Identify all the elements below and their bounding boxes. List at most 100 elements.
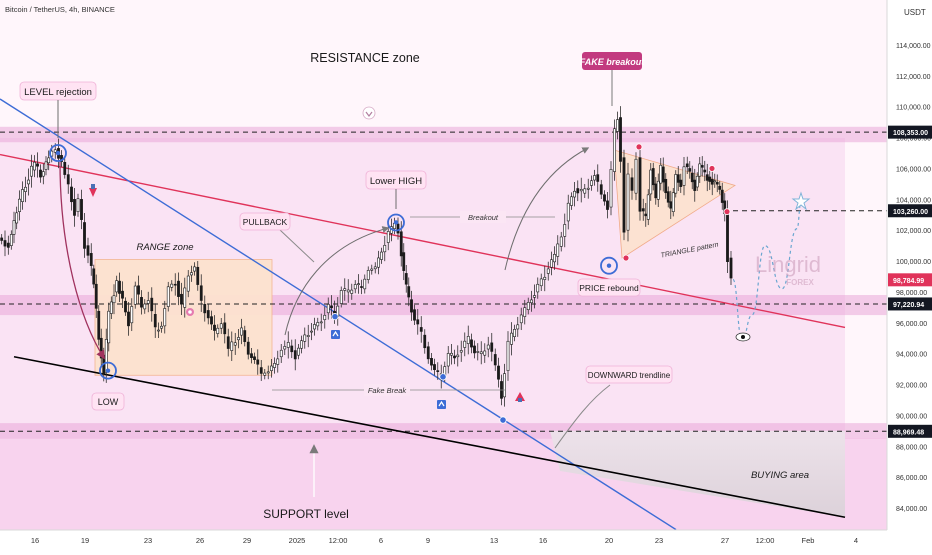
candle-up	[343, 288, 347, 291]
candle-up	[21, 189, 24, 202]
lower-high-callout: Lower HIGH	[365, 170, 427, 209]
y-tick-label: 108,000.00	[896, 136, 931, 143]
candle-down	[86, 245, 90, 256]
candle-up	[563, 224, 567, 237]
candle-down	[413, 309, 416, 321]
candle-down	[497, 365, 500, 380]
candle-down	[206, 310, 210, 319]
candle-down	[664, 178, 668, 194]
candle-up	[530, 299, 533, 304]
dot-red-3-marker	[708, 165, 716, 172]
candle-up	[634, 158, 638, 194]
time-axis-panel[interactable]	[0, 530, 887, 550]
level-rejection-callout: LEVEL rejection	[19, 81, 97, 138]
candle-down	[407, 286, 411, 298]
candle-down	[596, 174, 600, 182]
breakout-label-group: Breakout	[410, 211, 555, 223]
candle-up	[456, 354, 460, 358]
x-tick-label: 27	[721, 536, 729, 545]
candle-down	[644, 213, 648, 217]
candle-up	[616, 119, 619, 132]
candle-up	[115, 280, 119, 293]
candle-up	[363, 278, 367, 290]
candle-up	[76, 198, 80, 212]
candle-down	[196, 266, 200, 285]
candle-up	[573, 190, 576, 198]
x-tick-label: 6	[379, 536, 383, 545]
candle-up	[566, 202, 570, 222]
candle-down	[404, 273, 408, 285]
candle-down	[3, 240, 7, 247]
star-icon	[791, 191, 811, 211]
watermark-brand: Lingrid	[755, 252, 821, 277]
candle-down	[679, 179, 683, 187]
candle-down	[0, 237, 4, 241]
candle-down	[210, 316, 213, 325]
lower-high-ring-marker	[387, 213, 405, 232]
candle-down	[473, 345, 476, 354]
y-tick-label: 94,000.00	[896, 352, 927, 359]
candle-up	[539, 278, 543, 287]
candle-up	[9, 234, 13, 246]
candle-up	[230, 341, 234, 351]
candle-up	[646, 194, 650, 220]
candle-up	[160, 325, 163, 329]
candle-up	[53, 149, 57, 153]
candle-up	[146, 300, 150, 304]
candle-down	[703, 169, 707, 173]
candle-up	[157, 329, 160, 332]
up-arrow-badge-1	[331, 330, 340, 339]
candle-down	[423, 334, 427, 349]
black_support-trendline	[13, 355, 846, 519]
candle-down	[80, 199, 83, 220]
candle-down	[690, 172, 694, 183]
candle-down	[700, 165, 704, 168]
candle-down	[603, 194, 606, 202]
candle-down	[36, 163, 39, 167]
scroll-down-icon[interactable]	[362, 106, 376, 120]
low-center-dot	[105, 368, 111, 373]
candle-up	[579, 189, 583, 192]
candle-down	[173, 283, 177, 286]
candle-up	[476, 351, 480, 353]
candle-down	[708, 176, 712, 182]
candle-up	[656, 180, 660, 200]
candle-down	[63, 161, 67, 175]
x-tick-label: 26	[196, 536, 204, 545]
pullback-arrow-2	[504, 147, 590, 271]
candle-down	[599, 184, 603, 195]
candle-up	[386, 231, 390, 243]
low-label: LOW	[98, 397, 119, 407]
snail-icon	[186, 308, 194, 316]
candle-down	[718, 185, 722, 190]
candle-up	[303, 334, 307, 342]
up-arrow-badge-2	[437, 400, 446, 409]
low-ring-marker	[99, 361, 117, 380]
x-tick-label: 23	[144, 536, 152, 545]
candle-down	[140, 297, 143, 308]
candle-up	[466, 336, 470, 344]
candle-down	[73, 199, 76, 216]
candle-up	[550, 259, 553, 268]
candle-down	[250, 353, 253, 358]
candle-down	[253, 356, 256, 360]
candle-up	[370, 268, 374, 271]
x-tick-label: 29	[243, 536, 251, 545]
candle-up	[170, 283, 174, 288]
candle-down	[641, 208, 645, 212]
down-arrow-icon	[89, 184, 97, 197]
candle-up	[698, 163, 702, 177]
price-marker-badge	[888, 424, 932, 438]
candle-up	[306, 335, 310, 337]
dot-trend-low-marker	[499, 416, 507, 424]
candle-down	[259, 367, 263, 374]
candle-up	[590, 180, 593, 186]
dot-red-4-marker	[723, 208, 731, 216]
candle-up	[519, 314, 523, 324]
candle-down	[83, 222, 86, 249]
y-tick-label: 106,000.00	[896, 166, 931, 173]
candle-down	[685, 163, 689, 168]
x-tick-label: 12:00	[756, 536, 775, 545]
candle-up	[380, 251, 383, 260]
